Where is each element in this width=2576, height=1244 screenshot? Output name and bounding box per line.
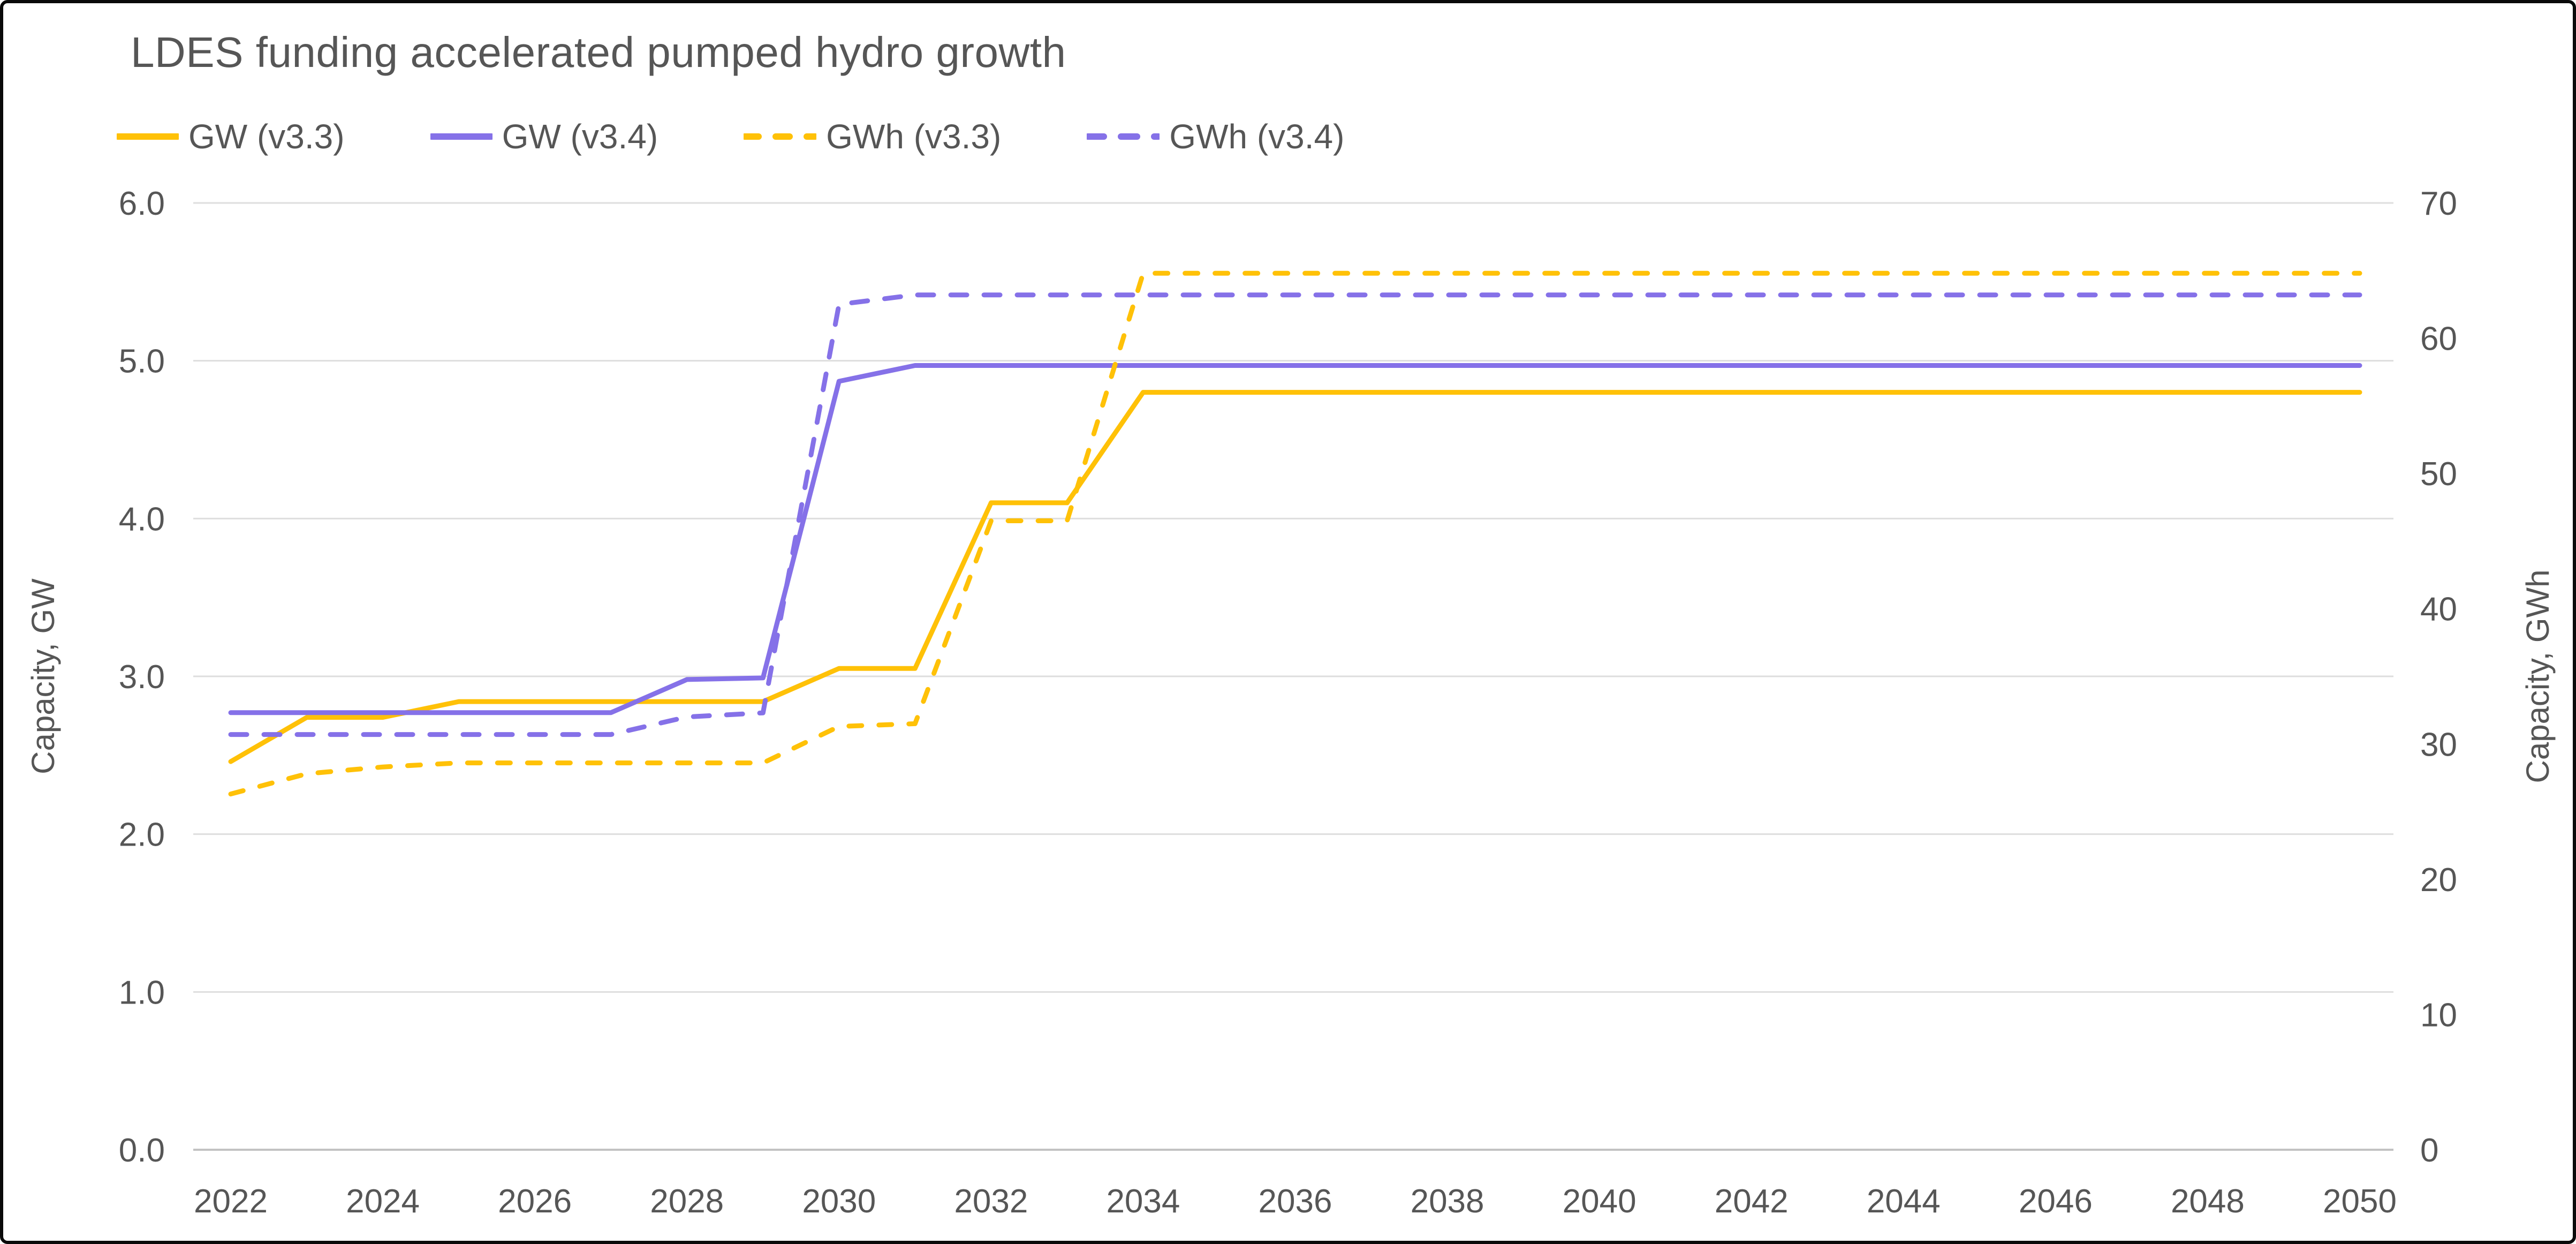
y-left-tick-label: 0.0 bbox=[119, 1132, 165, 1169]
series-line-3 bbox=[228, 292, 2362, 737]
x-tick-label: 2026 bbox=[498, 1183, 572, 1220]
x-tick-label: 2034 bbox=[1106, 1183, 1180, 1220]
x-tick-label: 2040 bbox=[1563, 1183, 1636, 1220]
x-tick-label: 2036 bbox=[1259, 1183, 1332, 1220]
series-line-1 bbox=[228, 363, 2362, 715]
x-tick-label: 2028 bbox=[650, 1183, 724, 1220]
y-left-tick-label: 3.0 bbox=[119, 659, 165, 696]
legend-label: GWh (v3.3) bbox=[826, 117, 1002, 156]
y-left-axis-title: Capacity, GW bbox=[25, 578, 61, 774]
x-tick-label: 2048 bbox=[2171, 1183, 2245, 1220]
y-right-tick-label: 60 bbox=[2420, 321, 2457, 358]
y-right-tick-label: 50 bbox=[2420, 456, 2457, 493]
y-left-tick-label: 6.0 bbox=[119, 185, 165, 222]
y-right-tick-label: 30 bbox=[2420, 726, 2457, 763]
x-tick-label: 2046 bbox=[2019, 1183, 2093, 1220]
legend-swatch-dashed-yellow-icon bbox=[744, 133, 817, 140]
y-left-tick-label: 2.0 bbox=[119, 817, 165, 854]
legend-item-gw-v34[interactable]: GW (v3.4) bbox=[430, 117, 658, 156]
x-tick-label: 2022 bbox=[194, 1183, 268, 1220]
legend-swatch-dashed-purple-icon bbox=[1087, 133, 1160, 140]
y-left-tick-label: 1.0 bbox=[119, 974, 165, 1011]
series-line-2 bbox=[228, 270, 2362, 797]
y-left-tick-label: 5.0 bbox=[119, 343, 165, 380]
legend: GW (v3.3) GW (v3.4) GWh (v3.3) GWh (v3.4… bbox=[117, 117, 1430, 156]
y-right-tick-label: 10 bbox=[2420, 997, 2457, 1034]
legend-item-gwh-v34[interactable]: GWh (v3.4) bbox=[1087, 117, 1344, 156]
legend-label: GW (v3.3) bbox=[188, 117, 345, 156]
y-right-tick-label: 40 bbox=[2420, 591, 2457, 628]
plot-area: 0.01.02.03.04.05.06.00102030405060702022… bbox=[25, 185, 2556, 1220]
legend-item-gwh-v33[interactable]: GWh (v3.3) bbox=[744, 117, 1001, 156]
y-right-tick-label: 20 bbox=[2420, 862, 2457, 899]
x-tick-label: 2038 bbox=[1411, 1183, 1484, 1220]
y-right-tick-label: 70 bbox=[2420, 185, 2457, 222]
chart-title: LDES funding accelerated pumped hydro gr… bbox=[131, 28, 1066, 76]
series-line-0 bbox=[228, 390, 2362, 764]
legend-swatch-solid-purple-icon bbox=[430, 133, 493, 140]
x-tick-label: 2024 bbox=[346, 1183, 420, 1220]
legend-item-gw-v33[interactable]: GW (v3.3) bbox=[117, 117, 345, 156]
x-tick-label: 2044 bbox=[1867, 1183, 1941, 1220]
y-left-tick-label: 4.0 bbox=[119, 501, 165, 538]
legend-label: GWh (v3.4) bbox=[1169, 117, 1345, 156]
x-tick-label: 2042 bbox=[1715, 1183, 1789, 1220]
x-tick-label: 2030 bbox=[802, 1183, 876, 1220]
y-right-axis-title: Capacity, GWh bbox=[2520, 570, 2556, 783]
x-tick-label: 2032 bbox=[954, 1183, 1028, 1220]
y-right-tick-label: 0 bbox=[2420, 1132, 2438, 1169]
legend-swatch-solid-yellow-icon bbox=[117, 133, 179, 140]
legend-label: GW (v3.4) bbox=[502, 117, 658, 156]
x-tick-label: 2050 bbox=[2323, 1183, 2397, 1220]
